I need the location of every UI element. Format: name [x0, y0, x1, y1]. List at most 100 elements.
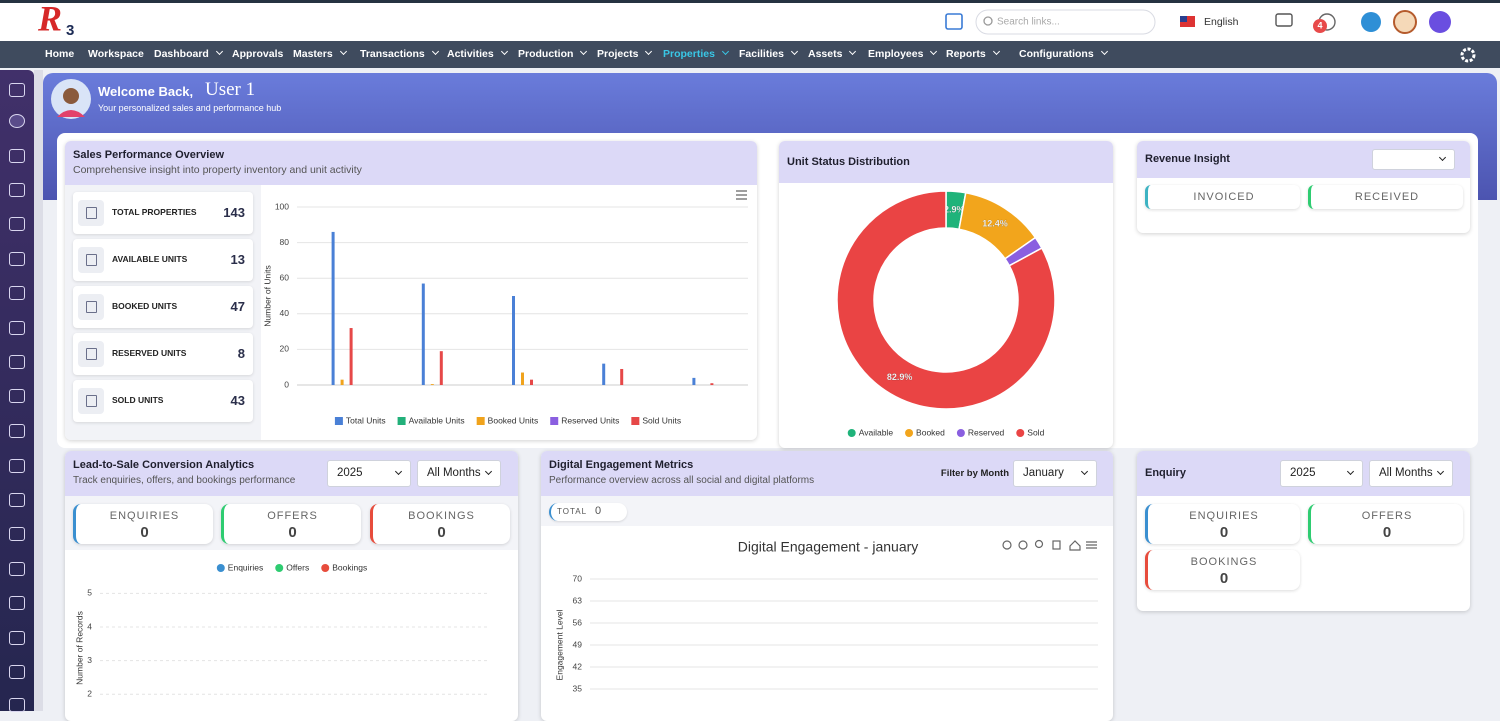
tab[interactable]: RECEIVED: [1308, 185, 1463, 209]
stats-panel: TOTAL PROPERTIES 143 AVAILABLE UNITS 13 BOOK…: [65, 141, 261, 440]
total-pill: TOTAL 0: [549, 503, 627, 521]
metric-label: OFFERS: [267, 510, 318, 522]
sidebar-icon[interactable]: [9, 252, 25, 266]
nav-label: Workspace: [88, 48, 144, 60]
month-select[interactable]: January: [1013, 460, 1097, 487]
legend-swatch: [905, 429, 914, 437]
month-select[interactable]: All Months: [417, 460, 501, 487]
dropdown-caret: [849, 47, 857, 56]
settings-icon[interactable]: [1458, 45, 1478, 65]
enquiry-card: Enquiry 2025 All Months ENQUIRIES 0 OFFERS…: [1137, 451, 1470, 611]
legend-swatch: [334, 417, 343, 425]
legend-swatch: [321, 564, 330, 572]
sidebar-icon[interactable]: [9, 355, 25, 369]
nav-item[interactable]: Facilities: [739, 41, 798, 68]
sidebar-icon[interactable]: [9, 389, 25, 403]
flag-canton: [1180, 16, 1187, 22]
search-box[interactable]: [975, 9, 1156, 35]
nav-item[interactable]: Properties: [663, 41, 729, 68]
sidebar-icon[interactable]: [9, 698, 25, 712]
sidebar-icon[interactable]: [9, 424, 25, 438]
zoom-out[interactable]: [1018, 540, 1028, 550]
dropdown-caret: [790, 47, 798, 56]
metric-box: BOOKINGS 0: [1145, 550, 1300, 590]
sidebar-icon[interactable]: [9, 459, 25, 473]
chat-icon[interactable]: [1275, 13, 1293, 27]
card-header: [65, 141, 757, 185]
bar: [439, 351, 443, 385]
period-select[interactable]: [1372, 149, 1455, 170]
nav-label: Masters: [293, 48, 333, 60]
year-select[interactable]: 2025: [327, 460, 411, 487]
metric-box: OFFERS 0: [221, 504, 361, 544]
nav-label: Reports: [946, 48, 986, 60]
legend: Available Booked Reserved Sold: [847, 427, 1045, 437]
legend: Total Units Available Units Booked Units Re…: [334, 415, 681, 425]
chart-menu[interactable]: [1086, 541, 1097, 549]
nav-item[interactable]: Employees: [868, 41, 938, 68]
nav-item[interactable]: Transactions: [360, 41, 439, 68]
nav-item[interactable]: Reports: [946, 41, 1000, 68]
calendar-icon[interactable]: [945, 13, 963, 30]
y-tick-label: 56: [573, 617, 583, 627]
chart-menu[interactable]: [736, 190, 747, 200]
y-axis-label: Number of Units: [262, 265, 272, 326]
stat-label: BOOKED UNITS: [112, 301, 178, 311]
avatar[interactable]: [1393, 10, 1417, 34]
logo-letter[interactable]: R: [37, 3, 62, 38]
sidebar-icon[interactable]: [9, 665, 25, 679]
sidebar-icon[interactable]: [9, 149, 25, 163]
bar: [421, 283, 425, 385]
nav-item[interactable]: Projects: [597, 41, 653, 68]
nav-item[interactable]: Activities: [447, 41, 508, 68]
nav-item[interactable]: Approvals: [232, 41, 283, 68]
reset-zoom[interactable]: [1069, 540, 1081, 551]
y-axis-label: Engagement Level: [554, 609, 564, 680]
menu-toggle[interactable]: [9, 83, 25, 97]
sales-card: Sales Performance Overview Comprehensive…: [65, 141, 757, 440]
dropdown-caret: [484, 467, 493, 476]
sidebar-icon[interactable]: [9, 217, 25, 231]
zoom-in[interactable]: [1002, 540, 1012, 550]
stat-value: 47: [230, 299, 245, 314]
year-select[interactable]: 2025: [1280, 460, 1363, 487]
nav-label: Home: [45, 48, 75, 60]
nav-item[interactable]: Workspace: [88, 41, 144, 68]
sidebar-icon[interactable]: [9, 596, 25, 610]
sidebar-icon[interactable]: [9, 527, 25, 541]
nav-item[interactable]: Assets: [808, 41, 857, 68]
card-title: Unit Status Distribution: [787, 156, 910, 168]
legend-label: Reserved Units: [561, 415, 619, 425]
sidebar-icon[interactable]: [9, 493, 25, 507]
month-select[interactable]: All Months: [1369, 460, 1453, 487]
sidebar-icon[interactable]: [9, 286, 25, 300]
language[interactable]: English: [1204, 16, 1239, 28]
legend-label: Bookings: [332, 562, 367, 572]
sidebar-icon[interactable]: [9, 321, 25, 335]
nav-item[interactable]: Home: [45, 41, 74, 68]
nav-item[interactable]: Dashboard: [154, 41, 223, 68]
dropdown-caret: [930, 47, 938, 56]
user-icon[interactable]: [1361, 12, 1381, 32]
metric-label: ENQUIRIES: [109, 510, 180, 522]
select-text: January: [1023, 467, 1064, 479]
nav-item[interactable]: Production: [518, 41, 588, 68]
sidebar-icon[interactable]: [9, 562, 25, 576]
nav-label: Approvals: [232, 48, 284, 60]
chart-title: Digital Engagement - january: [738, 539, 919, 555]
app-icon[interactable]: [1429, 11, 1451, 33]
donut-slice: [1003, 236, 1043, 267]
zoom-select[interactable]: [1034, 539, 1044, 549]
y-tick-label: 5: [87, 588, 92, 598]
sidebar-icon[interactable]: [9, 114, 25, 128]
bar: [530, 379, 533, 385]
nav-item[interactable]: Masters: [293, 41, 347, 68]
tab[interactable]: INVOICED: [1145, 185, 1300, 209]
pan[interactable]: [1052, 540, 1061, 550]
legend-label: Offers: [286, 562, 309, 572]
nav-item[interactable]: Configurations: [1019, 41, 1108, 68]
sidebar-icon[interactable]: [9, 631, 25, 645]
sidebar-icon[interactable]: [9, 183, 25, 197]
y-tick-label: 40: [280, 308, 290, 318]
data-label: 2.9%: [944, 204, 965, 214]
